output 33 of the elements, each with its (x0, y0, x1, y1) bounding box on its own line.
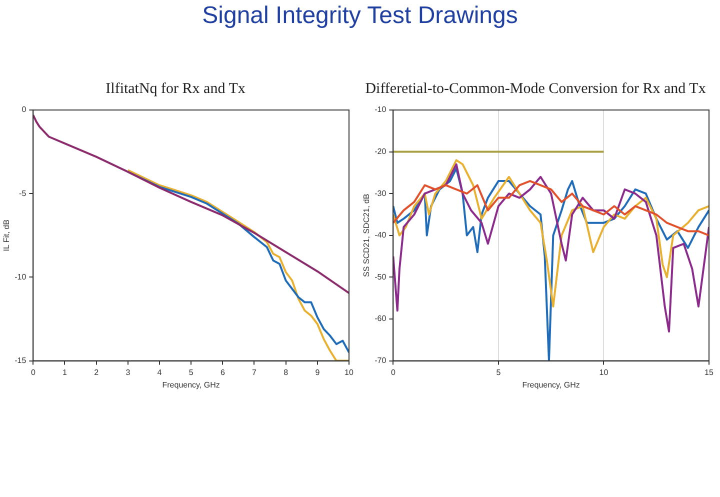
y-tick-label: -50 (374, 272, 387, 282)
y-tick-label: -30 (374, 188, 387, 198)
x-tick-label: 10 (599, 368, 609, 377)
x-tick-label: 1 (62, 368, 68, 377)
y-axis-title: IL Fit, dB (2, 220, 12, 252)
y-tick-label: -70 (374, 356, 387, 366)
chart-title: Differetial-to-Common-Mode Conversion for Rx and Tx (365, 80, 706, 97)
y-tick-label: -20 (374, 147, 387, 156)
x-tick-label: 0 (30, 368, 36, 377)
chart-title: IlfitatNq for Rx and Tx (106, 80, 246, 97)
x-tick-label: 5 (496, 368, 502, 377)
y-tick-label: -5 (19, 188, 27, 198)
x-tick-label: 5 (188, 368, 194, 377)
x-tick-label: 6 (220, 368, 226, 377)
y-tick-label: 0 (22, 105, 27, 114)
x-tick-label: 8 (284, 368, 289, 377)
x-tick-label: 7 (252, 368, 258, 377)
y-tick-label: -60 (374, 314, 387, 324)
x-axis-title: Frequency, GHz (162, 380, 220, 390)
x-tick-label: 4 (157, 368, 162, 377)
x-tick-label: 15 (704, 368, 714, 377)
y-tick-label: -15 (14, 356, 27, 366)
x-axis-title: Frequency, GHz (522, 380, 580, 390)
y-tick-label: -10 (14, 272, 27, 282)
y-axis-title: SS SCD21, SDC21, dB (362, 194, 372, 277)
x-tick-label: 2 (94, 368, 100, 377)
y-tick-label: -40 (374, 230, 387, 240)
y-tick-label: -10 (374, 105, 387, 114)
x-tick-label: 3 (126, 368, 131, 377)
x-tick-label: 10 (344, 368, 354, 377)
x-tick-label: 9 (315, 368, 320, 377)
text: Signal Integrity Test Drawings (201, 2, 519, 30)
x-tick-label: 0 (390, 368, 396, 377)
